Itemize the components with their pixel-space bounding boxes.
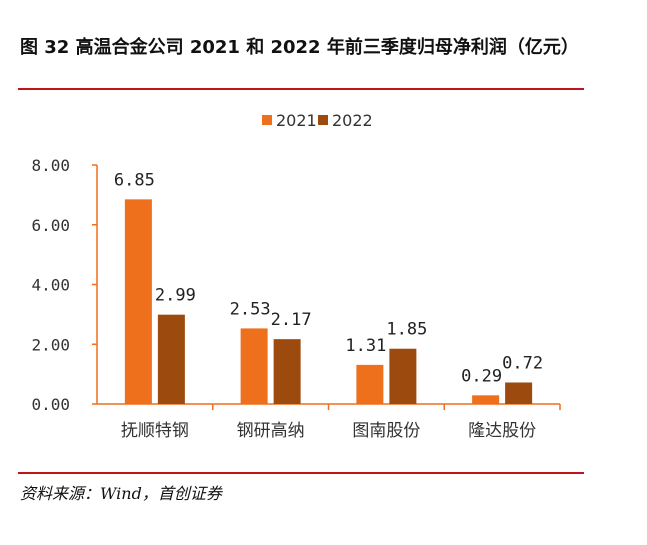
bar-2021 — [124, 199, 152, 404]
y-axis: 0.00 2.00 4.00 6.00 8.00 — [31, 156, 98, 414]
x-tick-label: 钢研高纳 — [237, 421, 305, 441]
legend-swatch-2022 — [318, 115, 328, 125]
y-tick-label: 8.00 — [31, 156, 70, 175]
y-tick-label: 0.00 — [31, 395, 70, 414]
data-label-2022: 0.72 — [502, 353, 543, 373]
legend-swatch-2021 — [262, 115, 272, 125]
bar-2022 — [273, 339, 301, 404]
bar-2022 — [389, 348, 417, 404]
bar-2022 — [157, 314, 185, 404]
y-tick-label: 4.00 — [31, 276, 70, 295]
bar-2021 — [356, 364, 384, 404]
source-note: 资料来源：Wind，首创证券 — [20, 484, 222, 503]
bars — [124, 199, 533, 404]
data-label-2021: 0.29 — [461, 366, 502, 386]
data-label-2021: 6.85 — [114, 170, 155, 190]
legend-label-2022: 2022 — [332, 111, 373, 130]
data-label-2022: 2.99 — [155, 286, 196, 306]
bar-2022 — [505, 382, 533, 404]
data-label-2021: 2.53 — [230, 299, 271, 319]
legend-label-2021: 2021 — [276, 111, 317, 130]
bar-2021 — [472, 395, 500, 404]
legend: 2021 2022 — [262, 111, 373, 130]
data-labels: 6.85 2.99 2.532.17 1.311.85 0.290.72 — [114, 170, 543, 386]
chart-title: 图 32 高温合金公司 2021 和 2022 年前三季度归母净利润（亿元） — [20, 37, 579, 58]
data-label-2021: 1.31 — [345, 336, 386, 356]
data-label-2022: 1.85 — [386, 320, 427, 340]
source-divider — [18, 472, 584, 474]
data-label-2022: 2.17 — [271, 310, 312, 330]
y-tick-label: 6.00 — [31, 216, 70, 235]
bar-2021 — [240, 328, 268, 404]
x-tick-label: 抚顺特钢 — [121, 421, 189, 441]
x-axis: 抚顺特钢 钢研高纳 图南股份 隆达股份 — [97, 403, 561, 441]
title-divider — [18, 88, 584, 90]
x-tick-label: 隆达股份 — [468, 421, 536, 441]
x-tick-label: 图南股份 — [352, 421, 420, 441]
y-tick-label: 2.00 — [31, 335, 70, 354]
